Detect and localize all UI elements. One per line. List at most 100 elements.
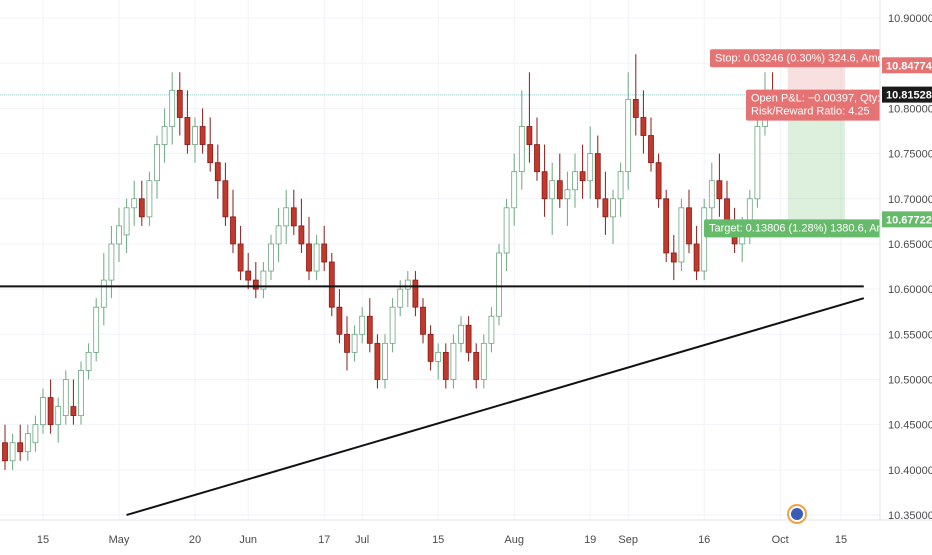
candle xyxy=(2,424,8,470)
stop-label-bg xyxy=(710,49,880,68)
candle xyxy=(716,153,723,217)
candle xyxy=(458,316,464,353)
candle-body xyxy=(184,117,191,145)
candle xyxy=(298,198,305,253)
candle xyxy=(655,153,662,208)
candle-body xyxy=(534,144,540,173)
candle xyxy=(344,316,350,371)
candle xyxy=(351,325,358,362)
candle-body xyxy=(146,180,153,218)
candle-body xyxy=(275,225,282,245)
time-tick-label: 19 xyxy=(584,534,596,546)
time-tick-label: 15 xyxy=(835,534,847,546)
ascending-trendline[interactable] xyxy=(126,297,865,516)
candle-body xyxy=(123,207,130,236)
candle-body xyxy=(138,198,145,218)
candle-body xyxy=(154,144,160,182)
candle xyxy=(587,126,594,199)
candle-body xyxy=(116,225,122,245)
candle-body xyxy=(632,98,639,118)
candle-body xyxy=(93,306,100,353)
candle xyxy=(161,108,168,163)
candle xyxy=(131,180,138,226)
price-tick-label: 10.40000 xyxy=(888,465,932,477)
candle-body xyxy=(503,207,510,254)
pnl-label-line: Risk/Reward Ratio: 4.25 xyxy=(751,106,870,118)
pnl-label[interactable]: Open P&L: −0.00397, Qty:Risk/Reward Rati… xyxy=(746,89,910,121)
candle-body xyxy=(708,180,715,209)
candle xyxy=(579,144,586,199)
candle xyxy=(138,180,145,226)
candle xyxy=(404,271,411,308)
candle-body xyxy=(260,270,267,290)
candle xyxy=(252,262,259,299)
candle-body xyxy=(344,333,350,353)
candle xyxy=(625,72,632,190)
candle xyxy=(541,144,548,217)
candle xyxy=(154,135,160,199)
candle-body xyxy=(2,442,8,462)
candle-body xyxy=(78,370,84,417)
candle xyxy=(222,162,229,226)
stop-label-line: Stop: 0.03246 (0.30%) 324.6, Amo xyxy=(715,52,884,64)
position-labels[interactable]: Stop: 0.03246 (0.30%) 324.6, Amo Open P&L… xyxy=(704,49,932,238)
candle xyxy=(32,415,39,452)
stop-label[interactable]: Stop: 0.03246 (0.30%) 324.6, Amo xyxy=(710,49,925,68)
candle-body xyxy=(237,243,244,272)
candle xyxy=(237,225,244,281)
candle-body xyxy=(366,315,373,344)
candle xyxy=(93,298,100,362)
candle-body xyxy=(564,189,571,200)
candle-body xyxy=(404,279,411,290)
candle-body xyxy=(169,89,176,127)
candle-body xyxy=(716,180,723,200)
candle-body xyxy=(420,306,426,335)
candle-body xyxy=(290,207,297,227)
target-label[interactable]: Target: 0.13806 (1.28%) 1380.6, Am xyxy=(704,219,932,238)
candle-body xyxy=(382,342,388,380)
candle xyxy=(602,171,609,235)
candle-body xyxy=(85,351,92,371)
candle xyxy=(686,189,692,253)
price-tick-label: 10.70000 xyxy=(888,194,932,206)
entry-price-badge-text: 10.81528 xyxy=(886,90,932,102)
candle xyxy=(116,207,122,263)
candle xyxy=(366,298,373,353)
candle-body xyxy=(214,162,221,182)
candle-body xyxy=(686,207,692,245)
candle xyxy=(214,144,221,199)
candle-body xyxy=(268,243,274,272)
short-position-tool[interactable]: Stop: 0.03246 (0.30%) 324.6, Amo Open P&L… xyxy=(704,49,932,238)
candle xyxy=(268,234,274,281)
candle xyxy=(450,334,457,389)
candle xyxy=(465,316,472,362)
target-price-badge: 10.67722 xyxy=(882,211,932,228)
candle-body xyxy=(9,442,16,462)
candle-body xyxy=(55,406,62,426)
stop-price-badge: 10.84774 xyxy=(882,57,932,74)
stop-price-badge-text: 10.84774 xyxy=(886,60,932,72)
candle xyxy=(24,424,31,461)
candle-body xyxy=(313,243,320,272)
candle xyxy=(290,189,297,235)
candle xyxy=(275,207,282,263)
candle-body xyxy=(222,180,229,218)
candle-body xyxy=(458,324,464,344)
candle xyxy=(420,298,426,344)
candle-body xyxy=(754,126,761,200)
candle-body xyxy=(480,342,487,380)
candle-body xyxy=(602,198,609,218)
candle xyxy=(556,153,563,208)
candle-body xyxy=(442,351,449,380)
candle-body xyxy=(351,333,358,353)
candle-body xyxy=(397,288,404,308)
candle xyxy=(526,72,533,163)
candle-body xyxy=(518,126,525,173)
time-tick-label: Jul xyxy=(355,534,369,546)
time-tick-label: 20 xyxy=(189,534,201,546)
candle-body xyxy=(374,342,381,380)
entry-price-badge: 10.81528 xyxy=(882,86,932,103)
